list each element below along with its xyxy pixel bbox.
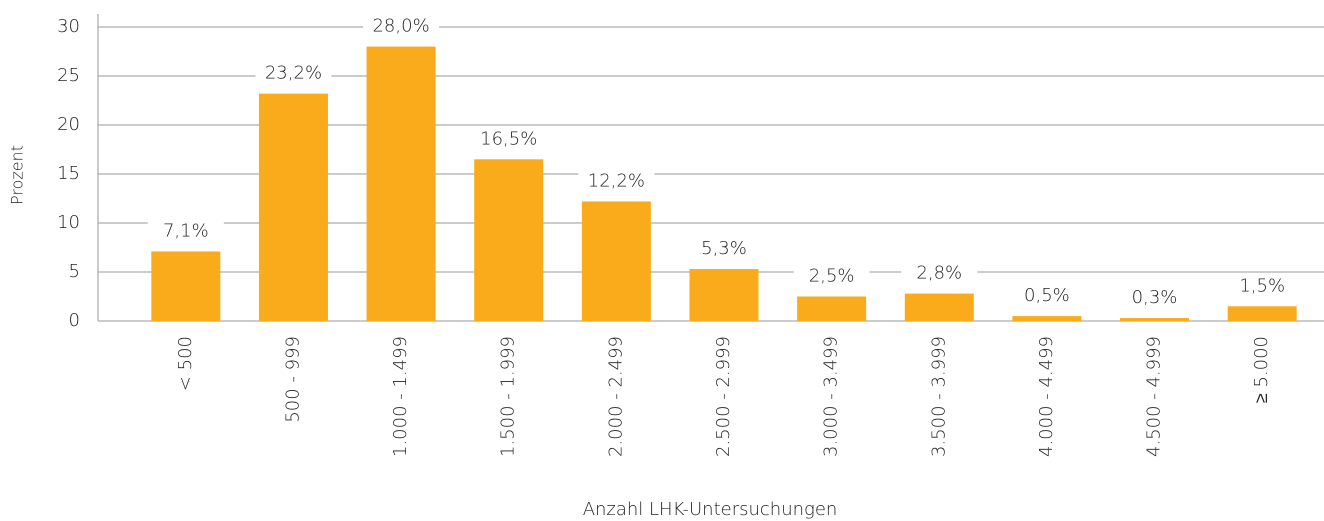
value-label-bg xyxy=(901,261,978,286)
bar xyxy=(366,46,436,321)
x-tick-label: ≥ 5.000 xyxy=(1251,336,1272,403)
value-label: 28,0% xyxy=(372,16,429,37)
bar xyxy=(1120,318,1190,321)
value-label: 5,3% xyxy=(701,238,747,259)
y-tick-label: 15 xyxy=(57,163,80,184)
x-tick-label: 3.500 - 3.999 xyxy=(928,336,949,457)
x-tick-label: 2.000 - 2.499 xyxy=(605,336,626,457)
value-label-bg xyxy=(578,169,655,194)
y-tick-label: 0 xyxy=(69,310,80,331)
bar xyxy=(1012,316,1082,321)
value-label: 16,5% xyxy=(480,128,537,149)
x-tick-label: 1.500 - 1.999 xyxy=(498,336,519,457)
value-label-bg xyxy=(1224,274,1301,299)
value-label: 12,2% xyxy=(588,170,645,191)
value-label-bg xyxy=(686,237,762,262)
value-label: 2,8% xyxy=(916,263,962,284)
x-tick-label: 3.000 - 3.499 xyxy=(821,336,842,457)
value-label-bg xyxy=(255,61,332,86)
x-tick-label: 1.000 - 1.499 xyxy=(390,336,411,457)
x-tick-label: 4.500 - 4.999 xyxy=(1144,336,1165,457)
y-axis-title: Prozent xyxy=(8,145,27,205)
x-tick-label: 4.000 - 4.499 xyxy=(1036,336,1057,457)
x-tick-label: 500 - 999 xyxy=(282,336,303,423)
value-label: 2,5% xyxy=(809,266,855,287)
value-label: 7,1% xyxy=(163,220,209,241)
bar xyxy=(904,293,974,321)
x-tick-label: 2.500 - 2.999 xyxy=(713,336,734,457)
value-label-bg xyxy=(793,264,870,289)
y-tick-label: 20 xyxy=(57,114,80,135)
bar xyxy=(151,251,221,321)
y-tick-label: 30 xyxy=(57,16,80,37)
value-label: 23,2% xyxy=(265,63,322,84)
value-label: 0,3% xyxy=(1132,287,1178,308)
y-tick-label: 25 xyxy=(57,65,80,86)
bar xyxy=(797,296,867,321)
bar xyxy=(474,159,544,321)
bar xyxy=(1227,306,1297,321)
value-label-bg xyxy=(147,219,224,244)
value-label-bg xyxy=(1008,284,1085,309)
y-tick-label: 10 xyxy=(57,212,80,233)
x-tick-label: < 500 xyxy=(175,336,196,391)
bar xyxy=(258,93,328,321)
value-label-bg xyxy=(470,127,547,152)
y-tick-label: 5 xyxy=(69,261,80,282)
x-axis-title: Anzahl LHK-Untersuchungen xyxy=(583,499,838,520)
value-label: 0,5% xyxy=(1024,285,1070,306)
value-label: 1,5% xyxy=(1239,275,1285,296)
bar xyxy=(581,201,651,321)
value-label-bg xyxy=(363,14,440,39)
bar xyxy=(689,269,759,321)
value-label-bg xyxy=(1116,286,1193,311)
